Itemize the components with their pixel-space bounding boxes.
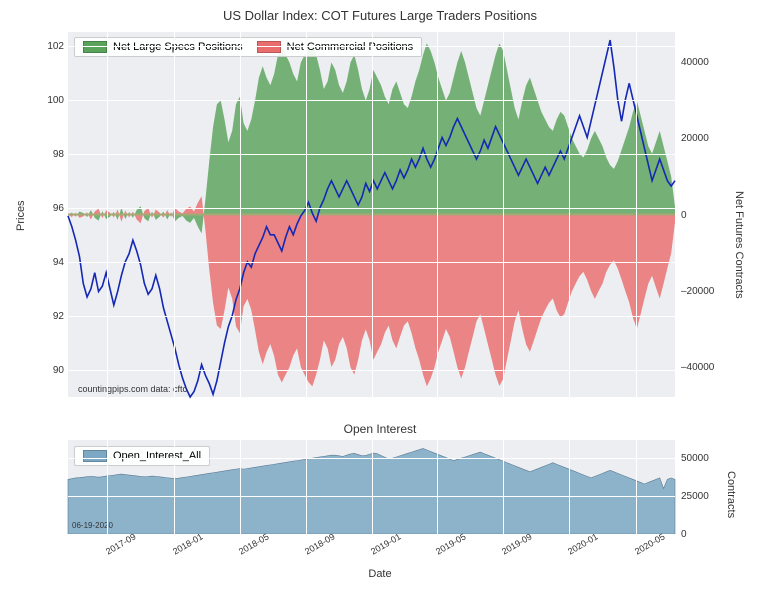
main-chart-title: US Dollar Index: COT Futures Large Trade… bbox=[0, 8, 760, 23]
tick-label: 2018-05 bbox=[237, 531, 271, 556]
oi-chart-title: Open Interest bbox=[0, 422, 760, 436]
tick-label: 92 bbox=[24, 311, 64, 322]
tick-label: 2017-09 bbox=[104, 531, 138, 556]
tick-label: 2019-01 bbox=[369, 531, 403, 556]
tick-label: 2018-01 bbox=[171, 531, 205, 556]
tick-label: 96 bbox=[24, 203, 64, 214]
y-right-label: Net Futures Contracts bbox=[733, 191, 745, 221]
main-legend: Net Large Specs PositionsNet Commercial … bbox=[74, 37, 422, 57]
tick-label: 50000 bbox=[681, 453, 709, 464]
tick-label: –40000 bbox=[681, 362, 714, 373]
tick-label: 2019-09 bbox=[500, 531, 534, 556]
tick-label: 20000 bbox=[681, 133, 709, 144]
source-text: countingpips.com data: cftc bbox=[78, 384, 187, 394]
oi-legend: Open_Interest_All bbox=[74, 446, 210, 466]
oi-y-label: Contracts bbox=[725, 471, 737, 501]
tick-label: 98 bbox=[24, 149, 64, 160]
tick-label: 0 bbox=[681, 529, 687, 540]
tick-label: –20000 bbox=[681, 286, 714, 297]
tick-label: 2018-09 bbox=[303, 531, 337, 556]
tick-label: 102 bbox=[24, 41, 64, 52]
tick-label: 2020-05 bbox=[633, 531, 667, 556]
legend-item: Net Commercial Positions bbox=[257, 41, 414, 53]
tick-label: 40000 bbox=[681, 57, 709, 68]
tick-label: 100 bbox=[24, 95, 64, 106]
tick-label: 94 bbox=[24, 257, 64, 268]
tick-label: 25000 bbox=[681, 491, 709, 502]
tick-label: 90 bbox=[24, 365, 64, 376]
tick-label: 0 bbox=[681, 210, 687, 221]
x-axis-label: Date bbox=[0, 568, 760, 580]
tick-label: 2019-05 bbox=[434, 531, 468, 556]
tick-label: 2020-01 bbox=[566, 531, 600, 556]
legend-item: Open_Interest_All bbox=[83, 450, 201, 462]
